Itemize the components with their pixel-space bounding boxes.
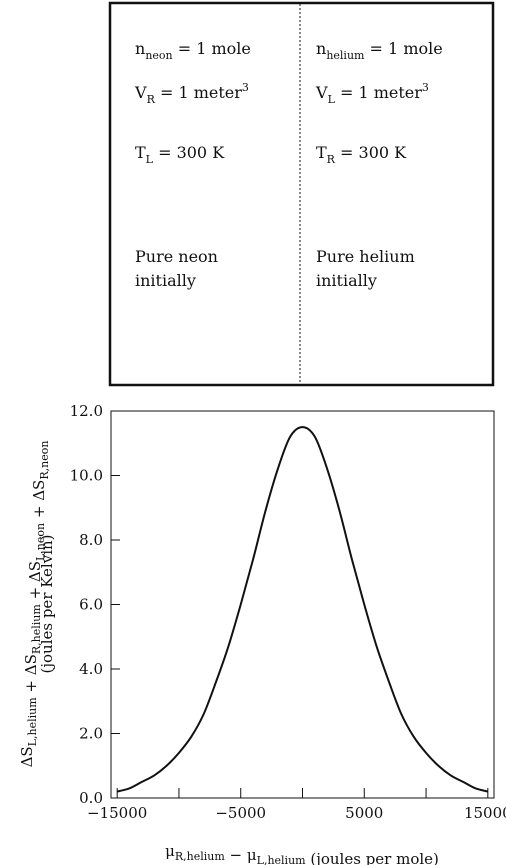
series-layer — [116, 426, 489, 793]
right-v-l: VL = 1 meter3 — [315, 81, 429, 106]
left-t-l: TL = 300 K — [135, 143, 225, 166]
y-tick-label: 4.0 — [79, 660, 103, 678]
x-axis-ticks: −15000 −5000 5000 15000 — [87, 788, 506, 822]
left-note-line2: initially — [135, 271, 196, 290]
entropy-curve — [116, 426, 489, 793]
y-tick-label: 0.0 — [79, 789, 103, 807]
right-note-line2: initially — [316, 271, 377, 290]
x-tick-label: −15000 — [87, 804, 147, 822]
y-tick-label: 2.0 — [79, 725, 103, 743]
x-tick-label: −5000 — [215, 804, 266, 822]
plot-frame — [110, 410, 495, 799]
x-tick-label: 15000 — [464, 804, 506, 822]
y-axis-label-line1: ΔSL,helium + ΔSR,helium + ΔSL,neon + ΔSR… — [18, 441, 51, 768]
y-tick-label: 10.0 — [70, 467, 103, 485]
y-axis-label-line2: (joules per Kelvin) — [38, 534, 56, 673]
y-tick-label: 8.0 — [79, 531, 103, 549]
left-n-neon: nneon = 1 mole — [135, 39, 251, 62]
right-t-r: TR = 300 K — [316, 143, 407, 166]
entropy-chart: 0.0 2.0 4.0 6.0 8.0 10.0 12.0 −15000 −5000 5000 1… — [18, 402, 506, 865]
y-tick-label: 12.0 — [70, 402, 103, 420]
x-tick-label: 5000 — [345, 804, 383, 822]
y-axis-ticks: 0.0 2.0 4.0 6.0 8.0 10.0 12.0 — [70, 402, 120, 807]
right-note-line1: Pure helium — [316, 247, 415, 266]
x-axis-label: μR,helium − μL,helium (joules per mole) — [165, 842, 439, 865]
left-v-r: VR = 1 meter3 — [134, 81, 249, 106]
container-diagram: nneon = 1 mole VR = 1 meter3 TL = 300 K … — [108, 1, 495, 387]
y-tick-label: 6.0 — [79, 596, 103, 614]
left-note-line1: Pure neon — [135, 247, 218, 266]
container-box — [108, 1, 495, 387]
right-n-helium: nhelium = 1 mole — [316, 39, 443, 62]
